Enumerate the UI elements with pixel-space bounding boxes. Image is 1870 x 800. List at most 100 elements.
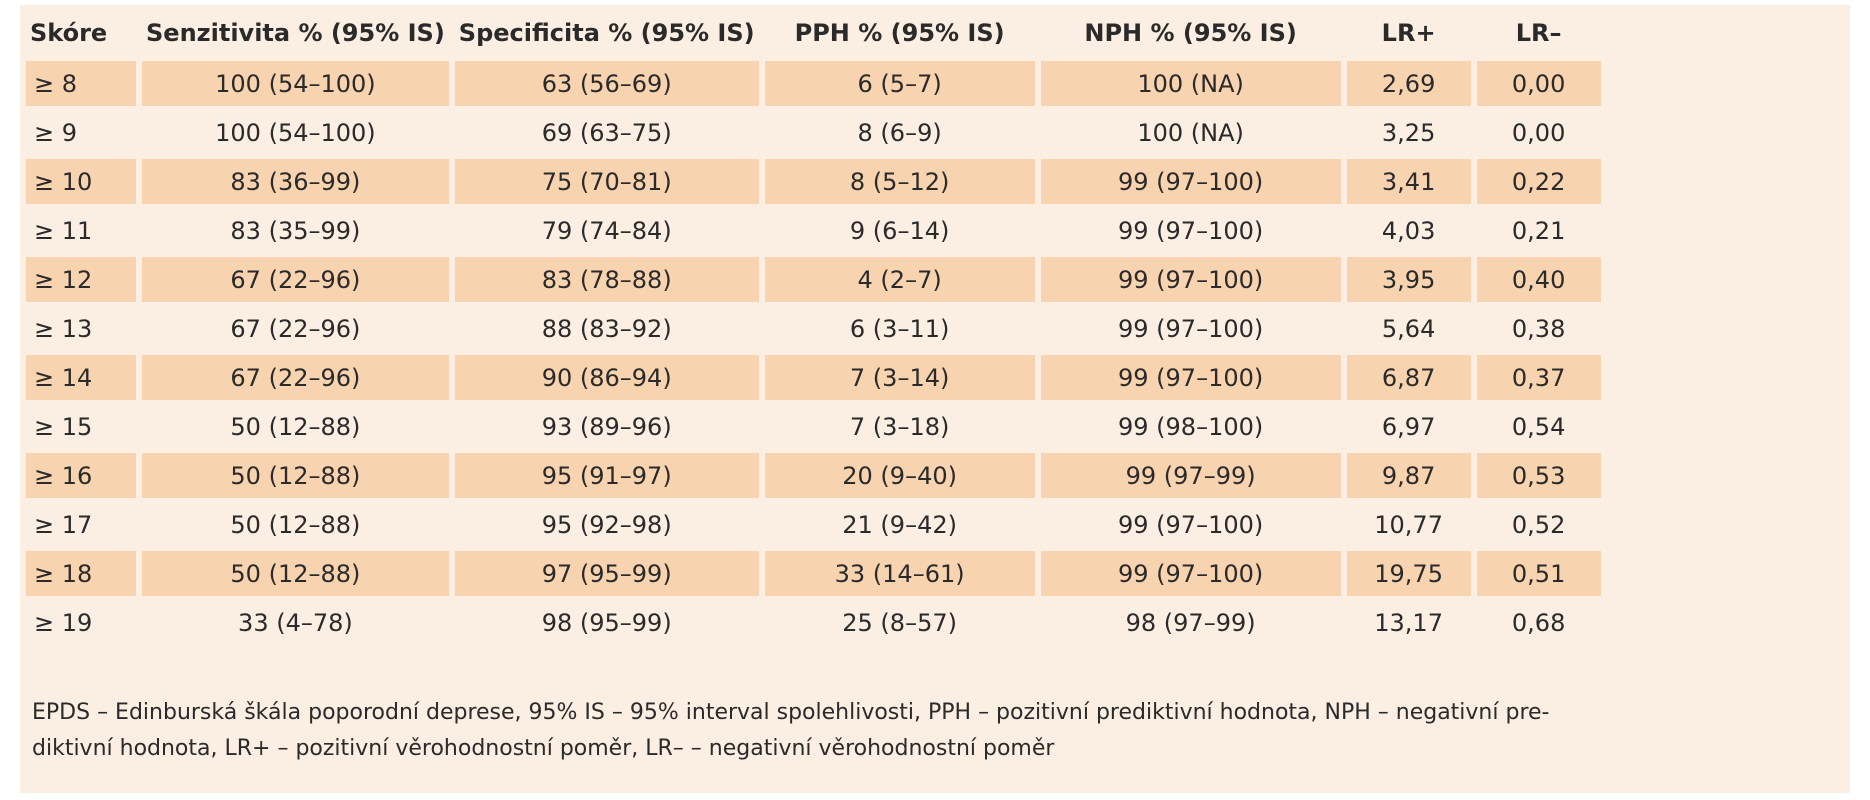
table-cell: ≥ 18 bbox=[26, 551, 136, 596]
table-cell: 0,37 bbox=[1476, 355, 1601, 400]
column-header: Specificita % (95% IS) bbox=[458, 19, 755, 47]
table-cell: 0,54 bbox=[1476, 404, 1601, 449]
column-header: LR– bbox=[1515, 19, 1562, 47]
footnote-line-1: EPDS – Edinburská škála poporodní depres… bbox=[32, 700, 1550, 725]
table-cell: 2,69 bbox=[1346, 61, 1471, 106]
table-cell: 100 (54–100) bbox=[142, 110, 449, 155]
table-cell: ≥ 10 bbox=[26, 159, 136, 204]
table-cell: 21 (9–42) bbox=[764, 502, 1035, 547]
table-cell: 9,87 bbox=[1346, 453, 1471, 498]
table-cell: 0,68 bbox=[1476, 600, 1601, 645]
table-cell: 63 (56–69) bbox=[454, 61, 759, 106]
table-cell: ≥ 15 bbox=[26, 404, 136, 449]
table-cell: 0,38 bbox=[1476, 306, 1601, 351]
table-row: ≥ 12 67 (22–96) 83 (78–88) 4 (2–7) 99 (97–10… bbox=[26, 257, 1601, 302]
footnote: EPDS – Edinburská škála poporodní depres… bbox=[32, 695, 1832, 767]
column-header: NPH % (95% IS) bbox=[1084, 19, 1297, 47]
table-cell: 4 (2–7) bbox=[764, 257, 1035, 302]
table-cell: 0,21 bbox=[1476, 208, 1601, 253]
table-cell: 83 (35–99) bbox=[142, 208, 449, 253]
table-cell: 75 (70–81) bbox=[454, 159, 759, 204]
table-row: ≥ 14 67 (22–96) 90 (86–94) 7 (3–14) 99 (97–1… bbox=[26, 355, 1601, 400]
table-cell: 99 (97–100) bbox=[1040, 208, 1341, 253]
table-cell: ≥ 9 bbox=[26, 110, 136, 155]
table-cell: ≥ 13 bbox=[26, 306, 136, 351]
table-cell: 7 (3–18) bbox=[764, 404, 1035, 449]
table-cell: 6,87 bbox=[1346, 355, 1471, 400]
header-row: Skóre Senzitivita % (95% IS) Specificita %… bbox=[26, 9, 1601, 57]
table-cell: 6,97 bbox=[1346, 404, 1471, 449]
table-cell: 0,51 bbox=[1476, 551, 1601, 596]
table-cell: 8 (5–12) bbox=[764, 159, 1035, 204]
table-row: ≥ 17 50 (12–88) 95 (92–98) 21 (9–42) 99 (97–… bbox=[26, 502, 1601, 547]
data-table: Skóre Senzitivita % (95% IS) Specificita %… bbox=[20, 5, 1607, 649]
table-cell: 0,53 bbox=[1476, 453, 1601, 498]
table-cell: 100 (NA) bbox=[1040, 110, 1341, 155]
table-row: ≥ 10 83 (36–99) 75 (70–81) 8 (5–12) 99 (97–1… bbox=[26, 159, 1601, 204]
table-cell: ≥ 8 bbox=[26, 61, 136, 106]
table-cell: 6 (3–11) bbox=[764, 306, 1035, 351]
table-cell: 99 (97–100) bbox=[1040, 159, 1341, 204]
table-cell: 99 (97–100) bbox=[1040, 355, 1341, 400]
table-cell: 0,00 bbox=[1476, 61, 1601, 106]
table-cell: 50 (12–88) bbox=[142, 502, 449, 547]
column-header: PPH % (95% IS) bbox=[794, 19, 1005, 47]
table-cell: 50 (12–88) bbox=[142, 404, 449, 449]
table-cell: 8 (6–9) bbox=[764, 110, 1035, 155]
column-header: Senzitivita % (95% IS) bbox=[146, 19, 445, 47]
table-cell: 9 (6–14) bbox=[764, 208, 1035, 253]
table-row: ≥ 8 100 (54–100) 63 (56–69) 6 (5–7) 100 (NA)… bbox=[26, 61, 1601, 106]
footnote-line-2: diktivní hodnota, LR+ – pozitivní věroho… bbox=[32, 736, 1055, 761]
table-cell: 33 (4–78) bbox=[142, 600, 449, 645]
table-cell: 10,77 bbox=[1346, 502, 1471, 547]
table-cell: 98 (97–99) bbox=[1040, 600, 1341, 645]
table-cell: 20 (9–40) bbox=[764, 453, 1035, 498]
table-cell: 83 (36–99) bbox=[142, 159, 449, 204]
table-body: ≥ 8 100 (54–100) 63 (56–69) 6 (5–7) 100 (NA)… bbox=[26, 61, 1601, 645]
table-cell: 4,03 bbox=[1346, 208, 1471, 253]
table-cell: 3,41 bbox=[1346, 159, 1471, 204]
table-cell: 69 (63–75) bbox=[454, 110, 759, 155]
table-cell: 5,64 bbox=[1346, 306, 1471, 351]
table-cell: 0,22 bbox=[1476, 159, 1601, 204]
column-header: LR+ bbox=[1381, 19, 1436, 47]
table-cell: 67 (22–96) bbox=[142, 257, 449, 302]
table-cell: 50 (12–88) bbox=[142, 453, 449, 498]
table-cell: 0,40 bbox=[1476, 257, 1601, 302]
table-row: ≥ 18 50 (12–88) 97 (95–99) 33 (14–61) 99 (97… bbox=[26, 551, 1601, 596]
table-row: ≥ 19 33 (4–78) 98 (95–99) 25 (8–57) 98 (97–9… bbox=[26, 600, 1601, 645]
table-cell: 0,00 bbox=[1476, 110, 1601, 155]
table-cell: 98 (95–99) bbox=[454, 600, 759, 645]
table-row: ≥ 9 100 (54–100) 69 (63–75) 8 (6–9) 100 (NA)… bbox=[26, 110, 1601, 155]
table-cell: 100 (NA) bbox=[1040, 61, 1341, 106]
table-row: ≥ 16 50 (12–88) 95 (91–97) 20 (9–40) 99 (97–… bbox=[26, 453, 1601, 498]
table-cell: 3,95 bbox=[1346, 257, 1471, 302]
table-cell: ≥ 12 bbox=[26, 257, 136, 302]
table-cell: 0,52 bbox=[1476, 502, 1601, 547]
table-cell: ≥ 19 bbox=[26, 600, 136, 645]
table-cell: ≥ 14 bbox=[26, 355, 136, 400]
table-row: ≥ 15 50 (12–88) 93 (89–96) 7 (3–18) 99 (98–1… bbox=[26, 404, 1601, 449]
table-cell: 88 (83–92) bbox=[454, 306, 759, 351]
table-cell: 99 (97–100) bbox=[1040, 502, 1341, 547]
table-cell: 13,17 bbox=[1346, 600, 1471, 645]
table-panel: Skóre Senzitivita % (95% IS) Specificita %… bbox=[20, 5, 1850, 793]
table-cell: 3,25 bbox=[1346, 110, 1471, 155]
table-cell: 99 (97–100) bbox=[1040, 551, 1341, 596]
table-cell: 99 (97–100) bbox=[1040, 306, 1341, 351]
table-cell: 90 (86–94) bbox=[454, 355, 759, 400]
table-cell: 95 (92–98) bbox=[454, 502, 759, 547]
table-cell: 93 (89–96) bbox=[454, 404, 759, 449]
table-cell: 79 (74–84) bbox=[454, 208, 759, 253]
table-cell: ≥ 16 bbox=[26, 453, 136, 498]
column-header: Skóre bbox=[30, 19, 108, 47]
table-cell: 99 (97–99) bbox=[1040, 453, 1341, 498]
table-cell: 33 (14–61) bbox=[764, 551, 1035, 596]
table-cell: 95 (91–97) bbox=[454, 453, 759, 498]
table-cell: ≥ 11 bbox=[26, 208, 136, 253]
table-cell: 100 (54–100) bbox=[142, 61, 449, 106]
table-cell: 25 (8–57) bbox=[764, 600, 1035, 645]
table-cell: 50 (12–88) bbox=[142, 551, 449, 596]
table-cell: 67 (22–96) bbox=[142, 306, 449, 351]
table-cell: 7 (3–14) bbox=[764, 355, 1035, 400]
